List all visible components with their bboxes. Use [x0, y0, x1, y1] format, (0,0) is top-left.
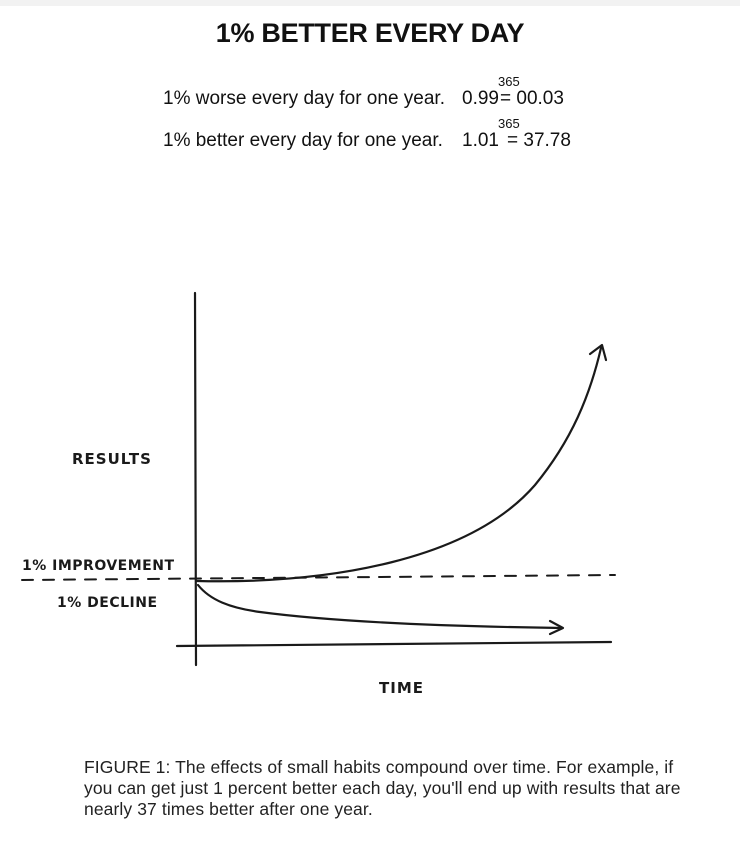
equation-base: 0.99	[462, 88, 499, 109]
diagram-lines	[21, 291, 616, 667]
page-title: 1% BETTER EVERY DAY	[215, 18, 525, 48]
compound-growth-diagram: RESULTS TIME 1% IMPROVEMENT 1% DECLINE	[21, 291, 616, 697]
decline-arrowhead	[548, 619, 565, 636]
improvement-arrowhead	[588, 343, 608, 362]
equation-exponent: 365	[498, 116, 520, 131]
improvement-curve	[195, 346, 603, 583]
improvement-label: 1% IMPROVEMENT	[22, 558, 175, 574]
equation-base: 1.01	[462, 130, 499, 151]
baseline-dashed	[21, 574, 616, 581]
decline-label: 1% DECLINE	[57, 595, 158, 611]
y-axis-label: RESULTS	[72, 450, 152, 468]
y-axis	[193, 291, 198, 667]
equation-description: 1% worse every day for one year.	[163, 88, 445, 109]
equation-exponent: 365	[498, 74, 520, 89]
equation-result: = 00.03	[500, 88, 564, 109]
figure-caption: FIGURE 1: The effects of small habits co…	[84, 757, 681, 819]
x-axis	[175, 640, 613, 648]
top-edge-bar	[0, 0, 740, 6]
x-axis-label: TIME	[379, 679, 424, 697]
equation-description: 1% better every day for one year.	[163, 130, 443, 151]
equation-result: = 37.78	[507, 130, 571, 151]
decline-curve	[196, 583, 564, 630]
